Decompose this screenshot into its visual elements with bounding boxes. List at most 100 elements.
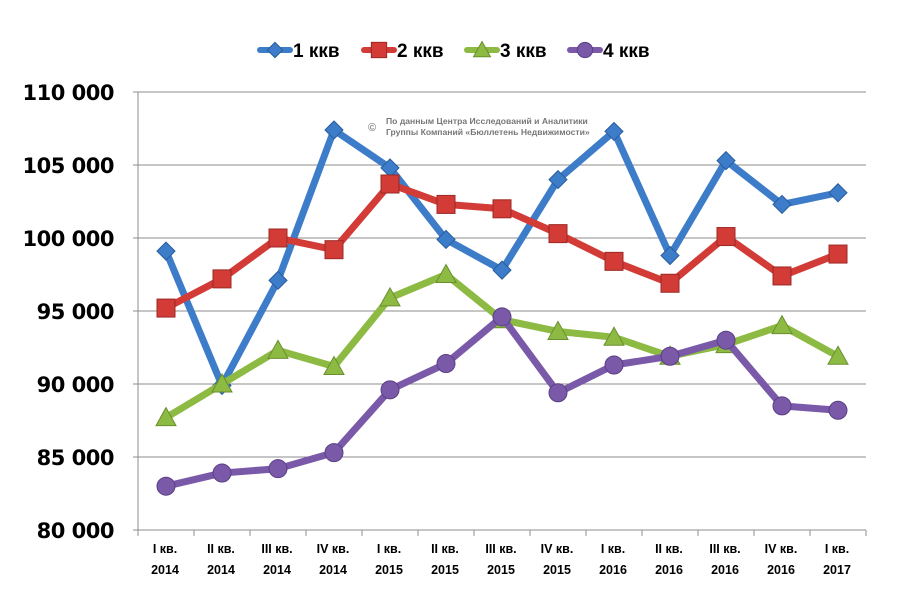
copyright-symbol: © (368, 122, 376, 134)
y-tick-label: 95 000 (37, 300, 114, 324)
legend-marker (266, 41, 284, 59)
x-tick-label-year: 2014 (319, 563, 347, 577)
data-point (324, 240, 344, 260)
x-tick-label-quarter: IV кв. (541, 542, 574, 556)
x-tick-label-year: 2017 (823, 563, 851, 577)
data-point (772, 396, 792, 416)
data-point (436, 229, 456, 250)
x-tick-label-year: 2015 (543, 563, 571, 577)
data-point (492, 260, 512, 280)
series-4 (156, 307, 848, 496)
data-point (548, 169, 568, 190)
data-point (828, 400, 848, 420)
data-point (156, 476, 176, 496)
data-point (492, 307, 512, 327)
data-point (268, 228, 288, 248)
y-tick-label: 90 000 (37, 373, 114, 397)
data-point (716, 150, 736, 171)
x-tick-label-quarter: I кв. (825, 542, 849, 556)
data-point (716, 227, 736, 247)
series-2 (156, 174, 848, 318)
data-point (604, 121, 624, 142)
x-tick-label-quarter: III кв. (261, 542, 292, 556)
data-point (660, 245, 680, 266)
data-point (772, 266, 792, 286)
legend-item-3: 3 ккв (464, 40, 547, 62)
y-tick-label: 110 000 (23, 81, 114, 105)
data-point (380, 174, 400, 194)
x-tick-label-quarter: II кв. (431, 542, 459, 556)
series-1 (156, 120, 848, 396)
data-point (436, 194, 456, 214)
x-tick-label-quarter: I кв. (377, 542, 401, 556)
legend-label: 2 ккв (397, 41, 444, 62)
data-point (268, 270, 288, 291)
data-point (660, 346, 680, 366)
x-tick-label-year: 2014 (207, 563, 235, 577)
series-line (162, 126, 842, 389)
data-point (603, 326, 625, 346)
data-point (212, 269, 232, 289)
x-tick-label-year: 2014 (263, 563, 291, 577)
data-point (435, 263, 457, 283)
series-3 (155, 263, 849, 427)
x-tick-label-quarter: II кв. (207, 542, 235, 556)
legend: 1 ккв 2 ккв 3 ккв 4 ккв (257, 40, 650, 62)
legend-marker (370, 41, 388, 59)
data-point (379, 286, 401, 307)
series-group (155, 120, 849, 496)
data-point (828, 244, 848, 264)
source-annotation: © По данным Центра Исследований и Аналит… (368, 116, 590, 137)
x-tick-label-year: 2016 (599, 563, 627, 577)
data-point (604, 355, 624, 375)
data-point (827, 345, 849, 365)
data-point (547, 320, 569, 340)
data-point (828, 183, 848, 203)
legend-marker (576, 41, 594, 59)
legend-label: 4 ккв (603, 41, 650, 62)
data-point (604, 251, 624, 271)
x-tick-label-quarter: III кв. (709, 542, 740, 556)
data-point (771, 314, 793, 335)
y-tick-label: 100 000 (23, 227, 114, 251)
legend-item-1: 1 ккв (257, 41, 340, 62)
data-point (268, 459, 288, 479)
x-tick-label-year: 2015 (487, 563, 515, 577)
x-tick-label-year: 2014 (151, 563, 179, 577)
x-axis-ticks: I кв. 2014 II кв. 2014 III кв. 2014 IV кв. 2014… (137, 530, 867, 577)
x-tick-label-year: 2016 (767, 563, 795, 577)
x-tick-label-quarter: I кв. (153, 542, 177, 556)
data-point (660, 273, 680, 293)
data-point (548, 224, 568, 244)
legend-item-2: 2 ккв (361, 41, 444, 62)
x-tick-label-quarter: IV кв. (765, 542, 798, 556)
data-point (212, 463, 232, 483)
y-tick-label: 80 000 (37, 519, 114, 543)
data-point (211, 372, 233, 393)
annotation-line-2: Группы Компаний «Бюллетень Недвижимости» (386, 127, 590, 137)
x-tick-label-year: 2016 (711, 563, 739, 577)
legend-label: 3 ккв (500, 41, 547, 62)
data-point (324, 443, 344, 463)
x-tick-label-year: 2015 (375, 563, 403, 577)
y-tick-label: 85 000 (37, 446, 114, 470)
x-tick-label-quarter: II кв. (655, 542, 683, 556)
legend-label: 1 ккв (293, 41, 340, 62)
x-tick-label-quarter: III кв. (485, 542, 516, 556)
data-point (156, 241, 176, 261)
data-point (492, 199, 512, 219)
data-point (380, 380, 400, 400)
y-axis-ticks: 80 000 85 000 90 000 95 000 100 000 105 000 11… (23, 81, 138, 543)
data-point (155, 406, 177, 427)
data-point (324, 120, 344, 140)
legend-marker (472, 40, 492, 58)
legend-item-4: 4 ккв (567, 41, 650, 62)
data-point (436, 354, 456, 374)
annotation-line-1: По данным Центра Исследований и Аналитик… (386, 116, 588, 126)
data-point (156, 298, 176, 318)
x-tick-label-quarter: I кв. (601, 542, 625, 556)
data-point (267, 339, 289, 359)
x-tick-label-year: 2016 (655, 563, 683, 577)
data-point (716, 330, 736, 350)
